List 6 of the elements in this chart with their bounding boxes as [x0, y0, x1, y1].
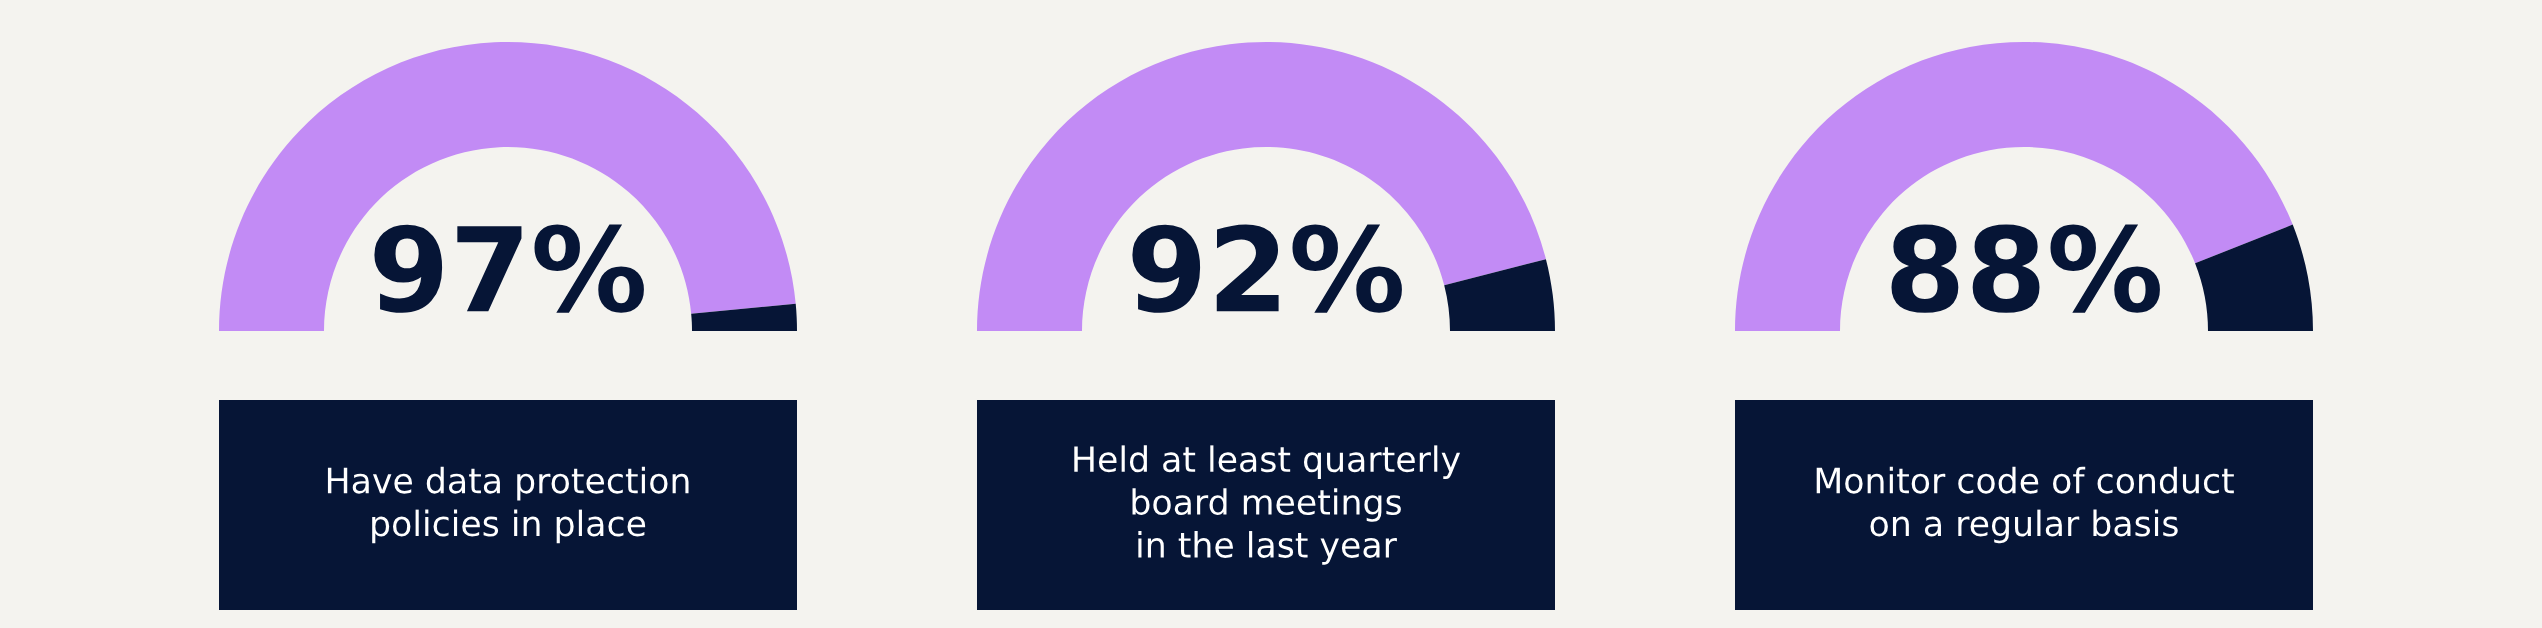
text: Have data protection policies in place	[327, 466, 689, 544]
data-label: 88%	[1891, 224, 2160, 313]
text: Monitor code of conduct on a regular basis	[1816, 466, 2234, 544]
data-label: 92%	[1132, 224, 1402, 313]
data-label: 97%	[374, 224, 644, 313]
text: Held at least quarterly board meetings in the last year	[1074, 445, 1461, 565]
